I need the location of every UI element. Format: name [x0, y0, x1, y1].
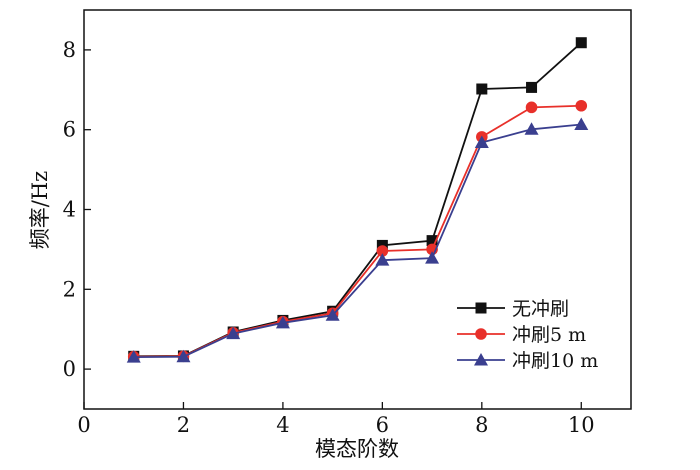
data-point [126, 350, 141, 363]
data-point [375, 253, 390, 266]
data-point [275, 315, 290, 329]
legend-marker [474, 353, 488, 366]
x-tick-label: 0 [77, 413, 90, 437]
legend-label: 冲刷5 m [512, 324, 586, 346]
legend-label: 冲刷10 m [512, 350, 598, 372]
x-tick-label: 8 [475, 413, 488, 437]
data-point [176, 349, 191, 363]
data-point [574, 117, 589, 131]
y-axis-label: 频率/Hz [28, 171, 52, 249]
data-point [325, 308, 340, 321]
data-point [474, 135, 489, 148]
x-tick-label: 6 [376, 413, 389, 437]
data-point [524, 122, 539, 135]
series-layer [126, 37, 589, 363]
y-tick-label: 4 [63, 198, 76, 222]
data-point [425, 251, 440, 264]
y-tick-label: 2 [63, 277, 76, 301]
data-point [426, 235, 438, 247]
y-tick-label: 0 [63, 357, 76, 381]
series-3 [126, 117, 589, 363]
data-point [476, 83, 488, 95]
data-point [575, 37, 587, 49]
x-tick-label: 4 [276, 413, 289, 437]
series-line [133, 123, 582, 359]
axis-ticks: 0 2 4 6 8 10 0 2 4 6 8 [63, 38, 595, 437]
data-point [226, 326, 241, 340]
legend-label: 无冲刷 [512, 298, 569, 320]
y-tick-label: 8 [63, 38, 76, 62]
y-tick-label: 6 [63, 118, 76, 142]
x-tick-label: 10 [568, 413, 595, 437]
data-point [525, 101, 538, 114]
legend-marker [475, 328, 487, 340]
data-point [575, 99, 588, 112]
x-tick-label: 2 [177, 413, 190, 437]
legend-marker [475, 302, 487, 314]
data-point [376, 245, 389, 257]
data-point [526, 81, 538, 93]
x-axis-label: 模态阶数 [315, 437, 399, 461]
